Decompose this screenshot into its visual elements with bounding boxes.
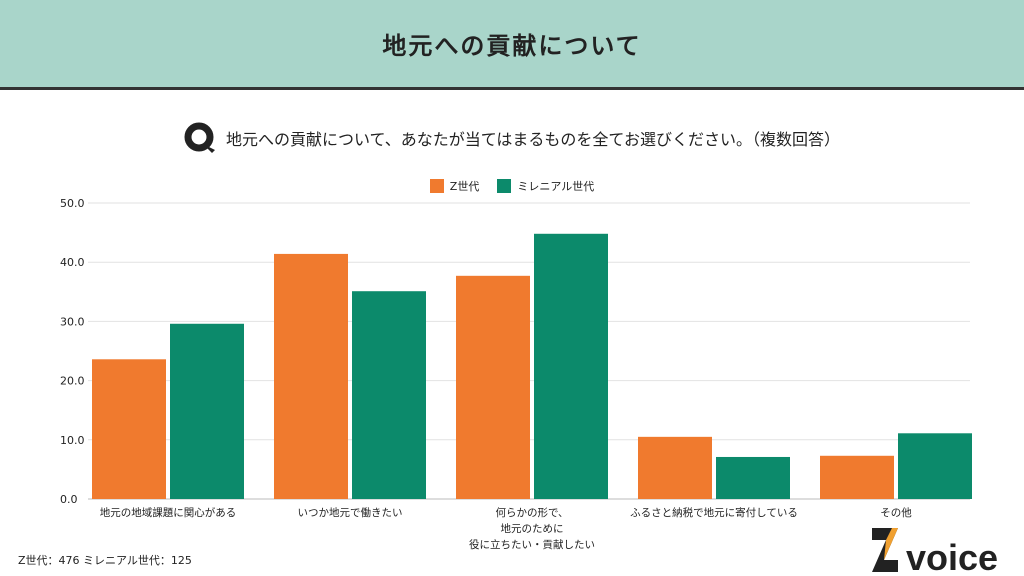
bar-millennial-4: [898, 433, 972, 499]
legend-swatch-m: [497, 179, 512, 193]
legend: Z世代 ミレニアル世代: [0, 178, 1024, 194]
zvoice-logo: voice: [872, 528, 998, 574]
legend-item-z: Z世代: [429, 178, 480, 194]
bar-z-3: [638, 436, 712, 499]
sample-size: Z世代：476 ミレニアル世代：125: [18, 554, 192, 567]
svg-text:voice: voice: [906, 537, 998, 574]
question-text: 地元への貢献について、あなたが当てはまるものを全てお選びください。（複数回答）: [226, 130, 840, 149]
x-tick-label: 地元の地域課題に関心がある: [100, 506, 237, 519]
x-tick-label: いつか地元で働きたい: [298, 506, 403, 519]
y-tick-label: 30.0: [60, 315, 85, 328]
bar-millennial-2: [534, 233, 608, 499]
bar-z-0: [92, 359, 166, 499]
x-tick-label: ふるさと納税で地元に寄付している: [630, 506, 798, 519]
bar-z-2: [456, 275, 530, 499]
y-tick-label: 10.0: [60, 434, 85, 447]
page-title: 地元への貢献について: [382, 32, 642, 60]
bar-z-4: [820, 455, 894, 499]
bar-millennial-0: [170, 323, 244, 499]
x-tick-label: 役に立ちたい・貢献したい: [469, 538, 595, 551]
bar-millennial-1: [352, 291, 426, 499]
x-tick-label: その他: [880, 506, 912, 519]
y-tick-label: 50.0: [60, 197, 85, 210]
x-tick-label: 地元のために: [501, 522, 564, 535]
question: 地元への貢献について、あなたが当てはまるものを全てお選びください。（複数回答）: [0, 122, 1024, 154]
y-tick-label: 20.0: [60, 375, 85, 388]
x-tick-label: 何らかの形で、: [495, 506, 568, 519]
bar-millennial-3: [716, 456, 790, 499]
legend-item-m: ミレニアル世代: [497, 178, 594, 194]
legend-label-m: ミレニアル世代: [517, 180, 595, 193]
legend-swatch-z: [429, 179, 444, 193]
y-tick-label: 0.0: [60, 493, 78, 506]
y-tick-label: 40.0: [60, 256, 85, 269]
q-icon: [184, 122, 216, 153]
header-band: 地元への貢献について: [0, 0, 1024, 90]
bar-z-1: [274, 253, 348, 499]
legend-label-z: Z世代: [449, 180, 480, 193]
